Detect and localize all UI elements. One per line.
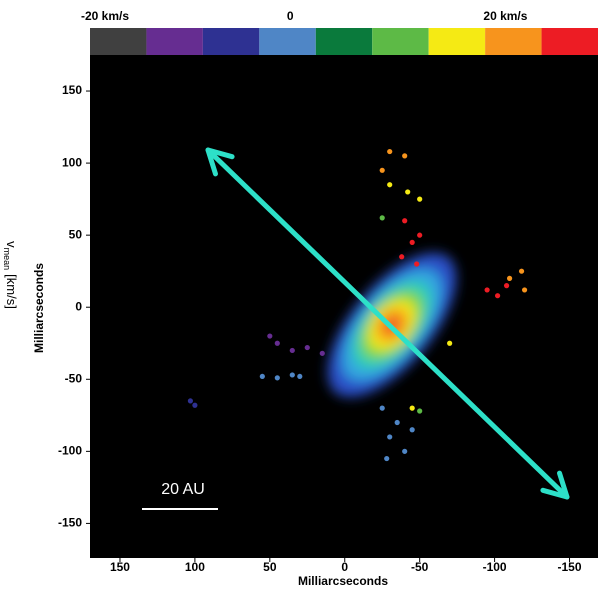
point (192, 403, 197, 408)
point (260, 374, 265, 379)
colorbar-segment (372, 28, 428, 55)
point (414, 261, 419, 266)
point (320, 351, 325, 356)
point (380, 215, 385, 220)
x-tick-label: 150 (110, 560, 130, 574)
y-tick-label: -150 (58, 516, 82, 530)
point (380, 168, 385, 173)
x-axis-title: Milliarcseconds (298, 574, 388, 588)
colorbar-segment (259, 28, 315, 55)
point (410, 406, 415, 411)
point (417, 233, 422, 238)
colorbar-segment (146, 28, 202, 55)
point (402, 218, 407, 223)
colorbar-segment (316, 28, 372, 55)
y-tick-label: 0 (75, 299, 82, 313)
colorbar: -20 km/s 0 20 km/s (81, 9, 598, 55)
colorbar-title: vmean[km/s] (2, 241, 19, 309)
colorbar-unit: [km/s] (4, 274, 19, 309)
point (402, 449, 407, 454)
point (410, 240, 415, 245)
x-tick-label: -150 (558, 560, 582, 574)
x-tick-label: 50 (263, 560, 277, 574)
point (504, 283, 509, 288)
point (519, 269, 524, 274)
y-tick-label: 150 (62, 83, 82, 97)
point (290, 348, 295, 353)
colorbar-segment (203, 28, 259, 55)
point (399, 254, 404, 259)
point (305, 345, 310, 350)
y-tick-label: 50 (69, 227, 83, 241)
point (507, 276, 512, 281)
point (297, 374, 302, 379)
point (402, 153, 407, 158)
x-tick-label: -100 (483, 560, 507, 574)
point (417, 408, 422, 413)
colorbar-segment (90, 28, 146, 55)
point (188, 398, 193, 403)
x-tick-label: 0 (341, 560, 348, 574)
point (410, 427, 415, 432)
point (275, 341, 280, 346)
point (417, 197, 422, 202)
colorbar-segment (429, 28, 485, 55)
point (387, 182, 392, 187)
x-tick-label: -50 (411, 560, 429, 574)
chart: -20 km/s 0 20 km/s 20 AU Milliarcseconds M… (0, 0, 603, 599)
y-tick-label: -50 (65, 371, 83, 385)
point (387, 434, 392, 439)
point (267, 333, 272, 338)
y-tick-label: 100 (62, 155, 82, 169)
x-tick-label: 100 (185, 560, 205, 574)
point (387, 149, 392, 154)
point (290, 372, 295, 377)
point (275, 375, 280, 380)
point (485, 287, 490, 292)
y-tick-label: -100 (58, 444, 82, 458)
point (447, 341, 452, 346)
colorbar-tick-label: -20 km/s (81, 9, 129, 23)
colorbar-tick-label: 20 km/s (483, 9, 527, 23)
point (495, 293, 500, 298)
point (405, 189, 410, 194)
colorbar-subscript: mean (2, 248, 12, 271)
point (380, 406, 385, 411)
point (384, 456, 389, 461)
colorbar-segment (485, 28, 541, 55)
point (522, 287, 527, 292)
scale-bar-label: 20 AU (161, 481, 205, 498)
colorbar-segment (542, 28, 598, 55)
point (395, 420, 400, 425)
colorbar-tick-label: 0 (287, 9, 294, 23)
y-axis-title: Milliarcseconds (32, 263, 46, 353)
